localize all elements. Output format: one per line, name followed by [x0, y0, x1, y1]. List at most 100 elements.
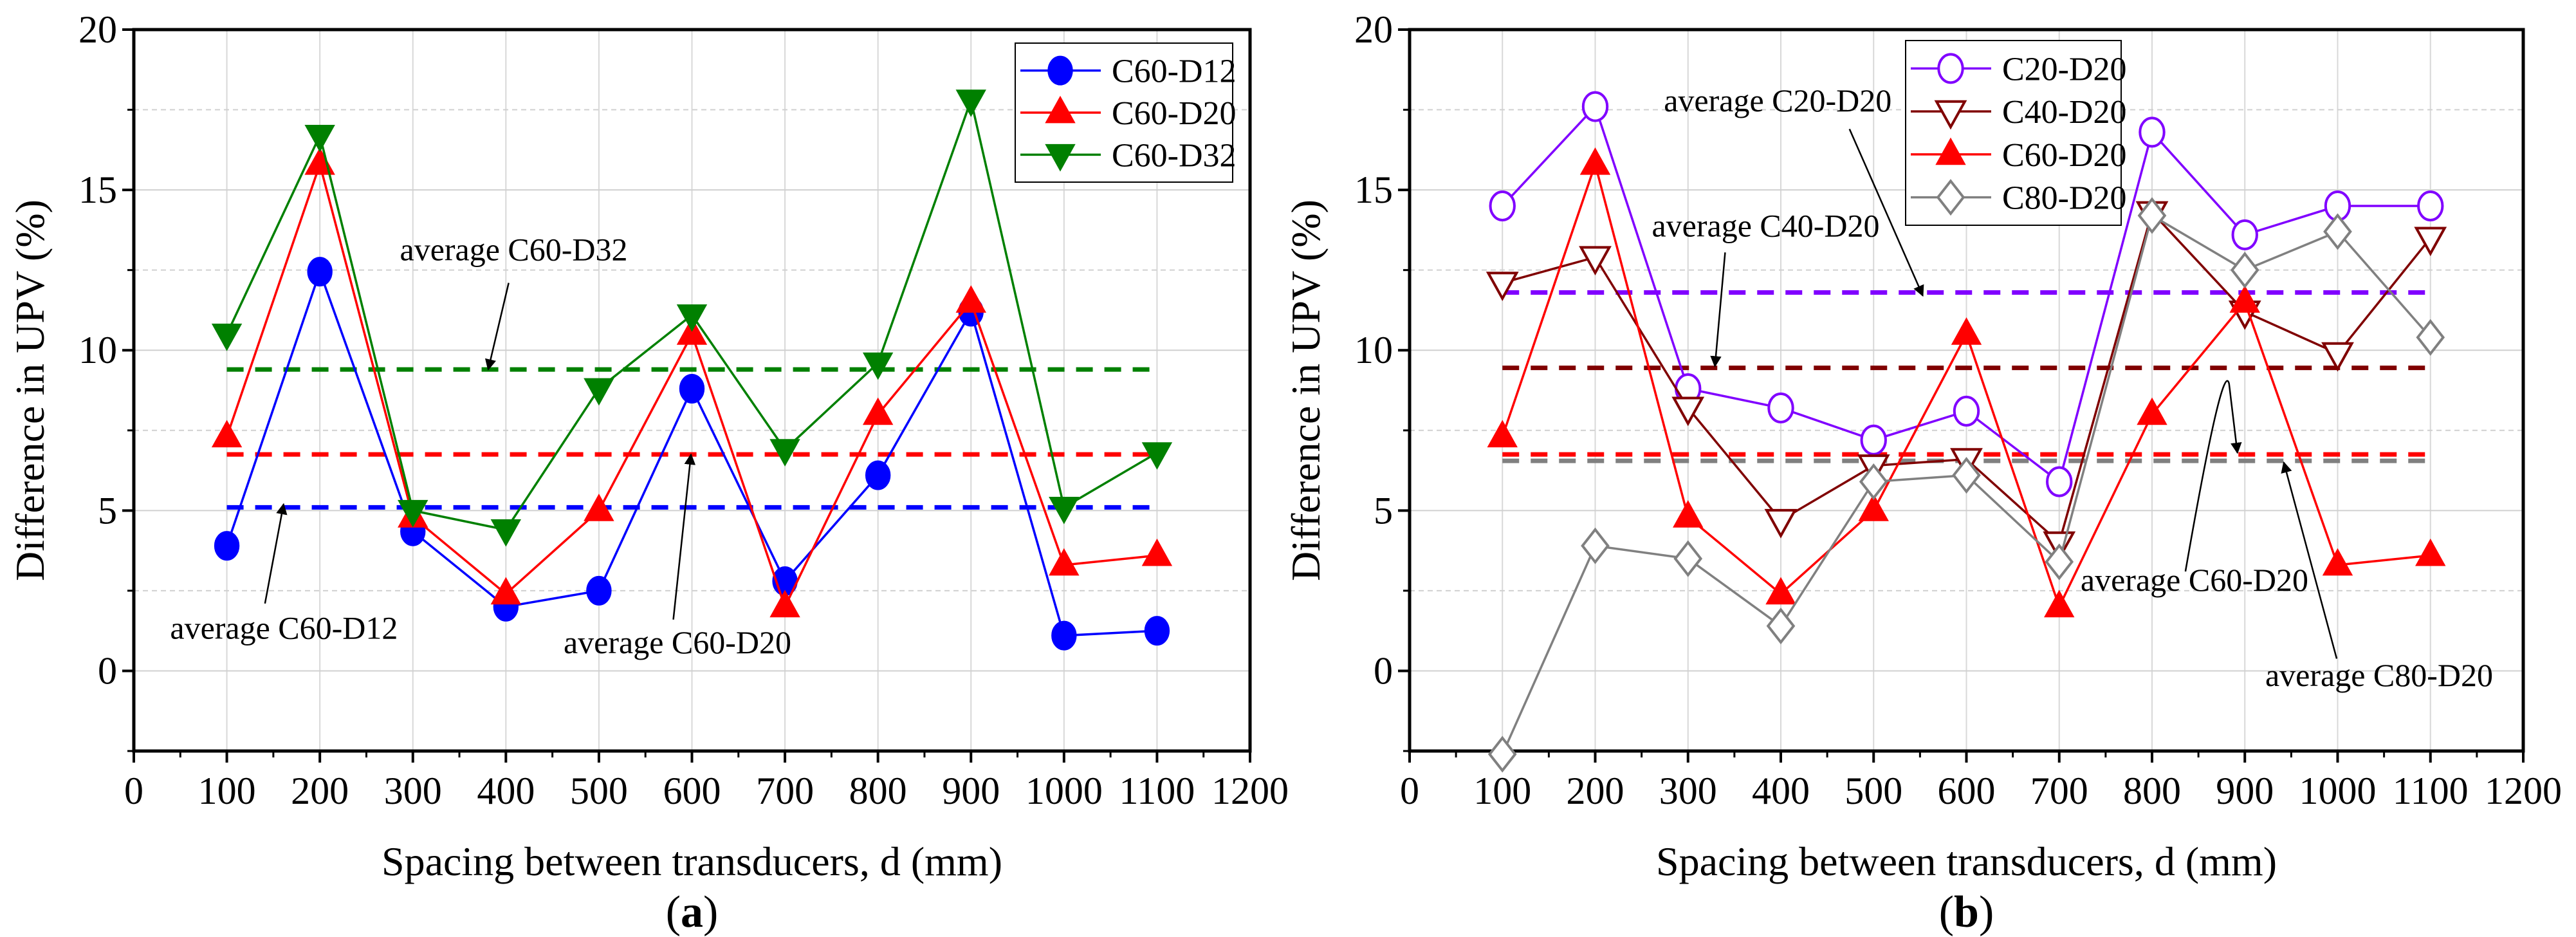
panel-a: 0 100 200 300 400 500 600 700 800 900 1000 1100 1200… — [7, 8, 1289, 937]
legend-marker — [1937, 53, 1964, 84]
data-point — [586, 575, 612, 606]
x-tick-label: 800 — [849, 770, 907, 812]
data-point — [2137, 197, 2167, 234]
legend-label: C60-D32 — [1112, 137, 1237, 174]
x-tick-label: 200 — [1567, 770, 1624, 812]
annotation-label: average C40-D20 — [1651, 207, 1879, 243]
x-tick-label: 700 — [2030, 770, 2088, 812]
x-tick-label: 0 — [124, 770, 143, 812]
data-point — [307, 257, 333, 287]
x-tick-label: 600 — [1938, 770, 1996, 812]
x-tick-label: 800 — [2123, 770, 2181, 812]
x-tick-label: 300 — [384, 770, 442, 812]
data-point — [584, 494, 614, 521]
annotation-arrow — [2281, 461, 2338, 659]
annotation-label: average C80-D20 — [2265, 657, 2493, 693]
x-tick-label: 900 — [942, 770, 1000, 812]
x-tick-label: 900 — [2216, 770, 2274, 812]
x-tick-label: 400 — [477, 770, 535, 812]
legend-label: C60-D20 — [2002, 137, 2127, 174]
x-tick-label: 100 — [1473, 770, 1531, 812]
data-point — [490, 577, 522, 605]
data-point — [211, 323, 243, 351]
data-point — [679, 374, 705, 404]
data-point — [769, 589, 800, 618]
data-point — [2229, 285, 2260, 313]
x-tick-label: 500 — [570, 770, 628, 812]
y-tick-label: 0 — [1374, 649, 1393, 692]
data-point — [1859, 463, 1888, 501]
data-point — [584, 378, 614, 406]
data-point — [2415, 538, 2446, 566]
series-c60-d20 — [211, 147, 1173, 618]
annotation-label: average C60-D12 — [170, 610, 398, 646]
data-point — [1671, 396, 1705, 427]
annotation-label: average C60-D20 — [2081, 562, 2308, 598]
data-point — [1141, 442, 1173, 470]
data-point — [1765, 577, 1796, 605]
legend-marker — [1935, 137, 1966, 165]
data-point — [2417, 190, 2444, 222]
x-tick-label: 200 — [291, 770, 349, 812]
x-tick-label: 700 — [756, 770, 814, 812]
data-point — [1051, 620, 1077, 651]
series-c60-d32 — [211, 89, 1173, 547]
annotation-arrow — [1848, 128, 1924, 297]
data-point — [769, 439, 800, 467]
data-point — [1489, 190, 1516, 222]
x-tick-label: 500 — [1845, 770, 1902, 812]
y-tick-label: 20 — [78, 8, 117, 51]
data-point — [1049, 496, 1080, 524]
y-tick-label: 20 — [1354, 8, 1393, 51]
legend-marker — [1934, 100, 1967, 130]
data-point — [955, 285, 986, 313]
data-point — [304, 147, 335, 175]
legend-marker — [1045, 144, 1076, 172]
y-tick-label: 10 — [1354, 329, 1393, 371]
x-tick-label: 0 — [1400, 770, 1419, 812]
x-tick-label: 600 — [663, 770, 721, 812]
annotation-arrow — [2184, 380, 2242, 572]
annotation-label: average C60-D20 — [564, 624, 791, 660]
data-point — [2137, 397, 2167, 425]
panel-label-open: ( — [1939, 887, 1954, 937]
x-tick-label: 1100 — [1119, 770, 1195, 812]
series-c20-d20 — [1489, 91, 2444, 497]
legend-label: C80-D20 — [2002, 180, 2127, 217]
panel-label-close: ) — [1979, 887, 1994, 937]
data-point — [1487, 736, 1517, 773]
data-point — [1579, 246, 1612, 276]
legend-marker — [1936, 179, 1965, 216]
legend-marker — [1045, 95, 1076, 124]
panel-b: 0 100 200 300 400 500 600 700 800 900 1000 1100 1200… — [1283, 8, 2562, 937]
data-point — [955, 89, 986, 117]
panel-label-open: ( — [666, 887, 681, 937]
data-point — [676, 304, 708, 332]
data-point — [214, 531, 240, 561]
data-point — [2230, 252, 2259, 289]
x-tick-label: 1200 — [2485, 770, 2562, 812]
data-point — [1141, 538, 1173, 566]
data-point — [2322, 548, 2353, 576]
annotation-arrow — [1710, 252, 1726, 367]
x-tick-label: 1000 — [1026, 770, 1103, 812]
data-point — [2416, 319, 2445, 356]
data-point — [304, 125, 335, 153]
x-tick-label: 1000 — [2299, 770, 2377, 812]
y-axis-label: Difference in UPV (%) — [1283, 199, 1329, 581]
x-tick-label: 1100 — [2393, 770, 2469, 812]
data-point — [1581, 527, 1610, 564]
panel-label-letter: b — [1954, 887, 1979, 937]
y-axis-label: Difference in UPV (%) — [7, 199, 53, 581]
data-point — [211, 420, 243, 448]
data-point — [1952, 456, 1981, 494]
series-c60-d20 — [1487, 147, 2446, 618]
data-point — [1579, 147, 1611, 175]
x-tick-label: 1200 — [1211, 770, 1289, 812]
x-tick-label: 400 — [1752, 770, 1810, 812]
data-point — [862, 397, 894, 425]
data-point — [490, 519, 522, 547]
panel-label-close: ) — [703, 887, 718, 937]
x-tick-label: 300 — [1659, 770, 1717, 812]
